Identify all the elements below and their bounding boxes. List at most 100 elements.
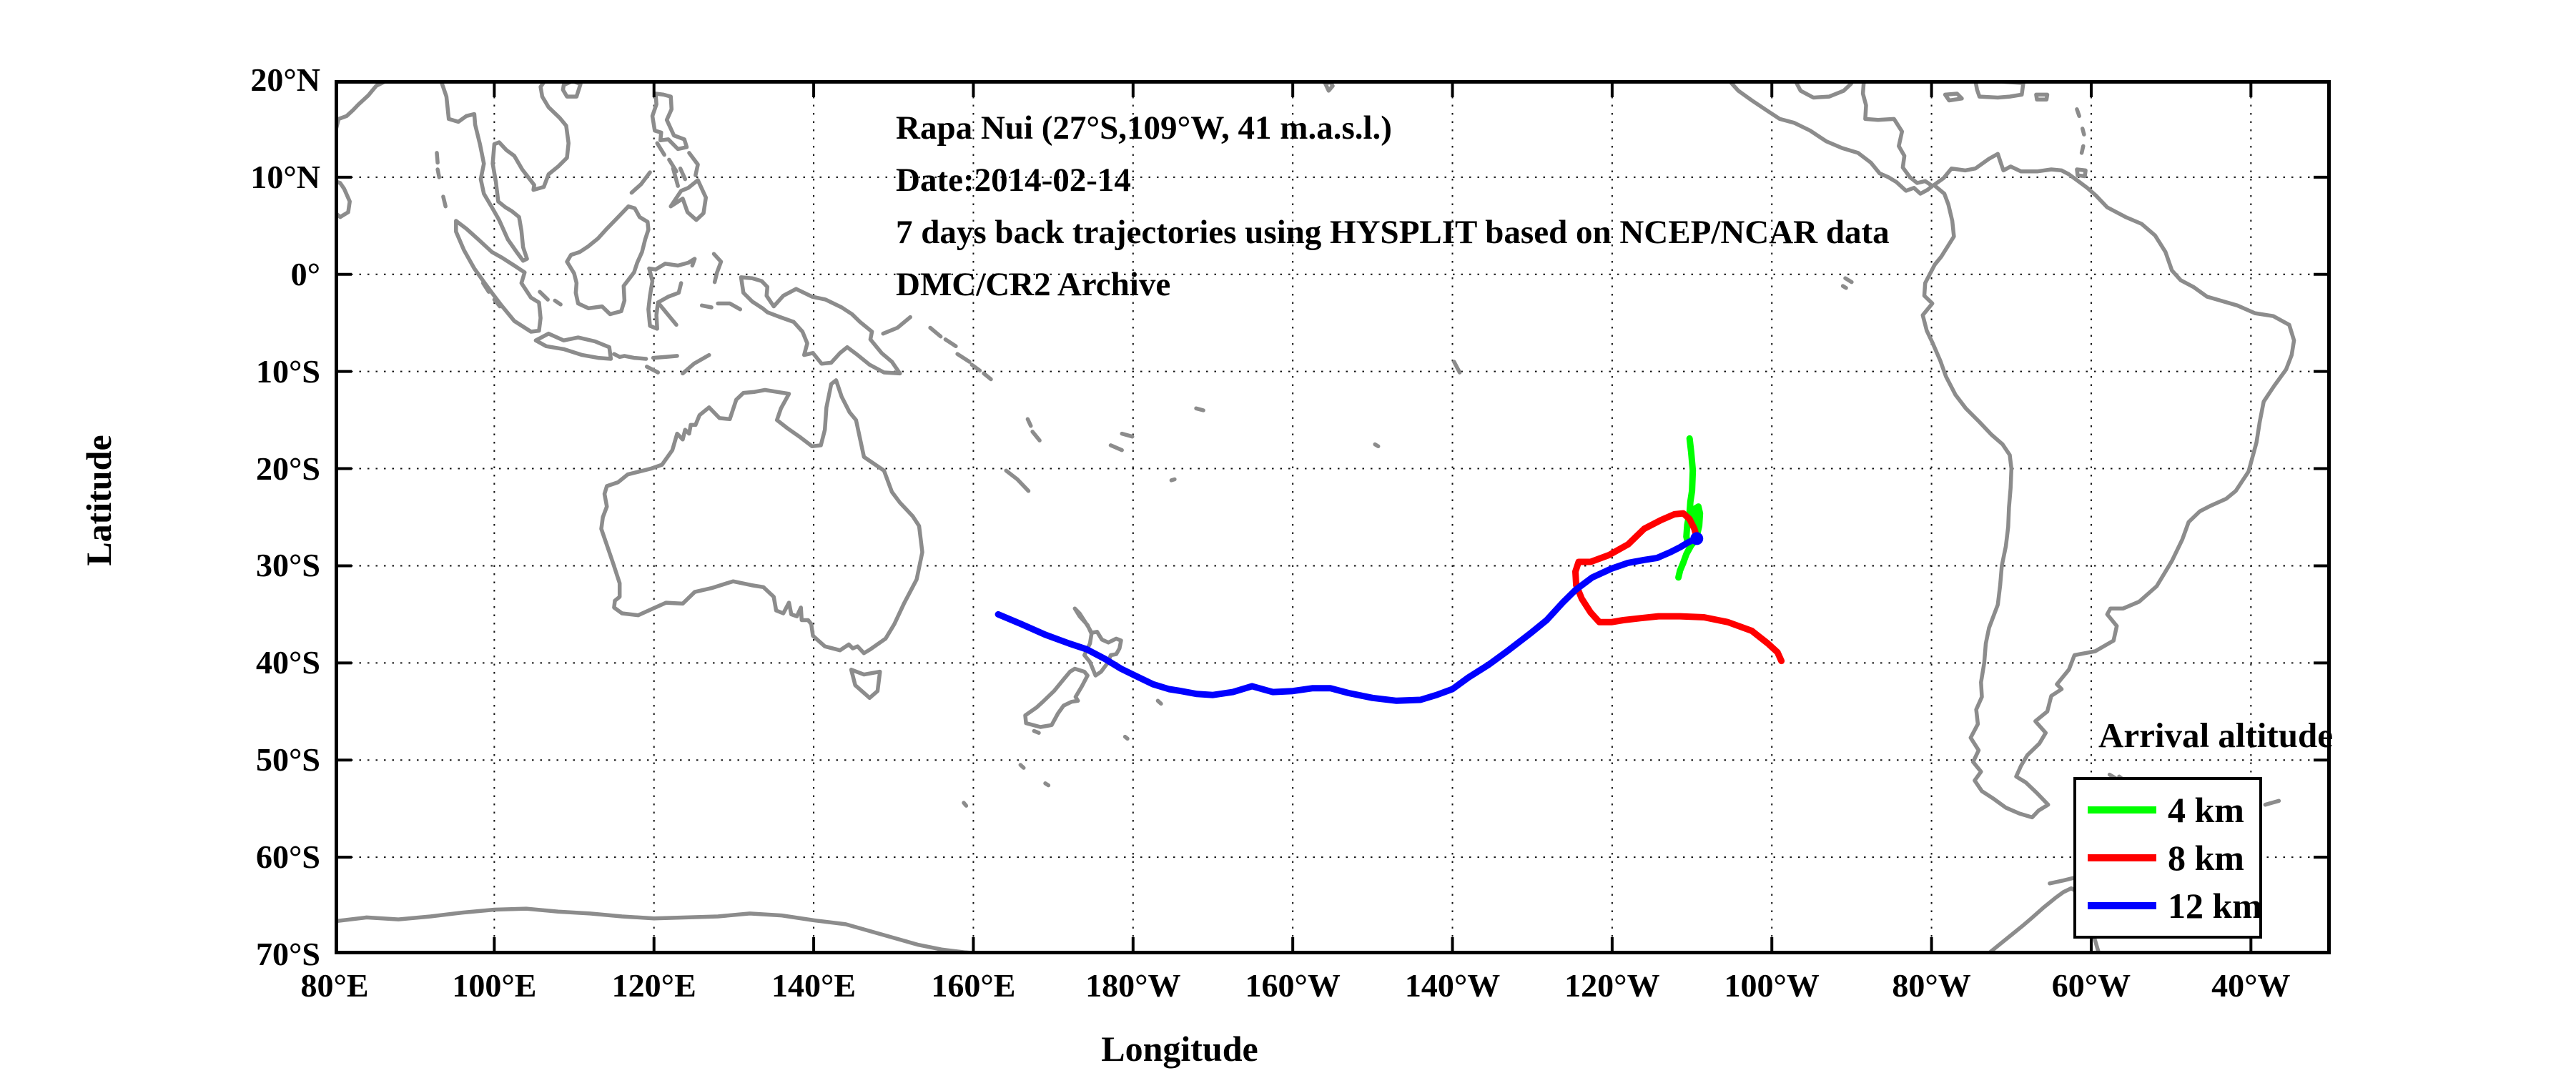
x-tick-label: 180°W <box>1085 967 1181 1004</box>
trajectory-4km <box>1675 435 1704 581</box>
coastline-bali-lombok <box>612 352 648 361</box>
coastline-india-east-coast <box>335 80 392 155</box>
legend-line-sample <box>2088 806 2156 814</box>
coastline-south-georgia <box>2263 798 2281 807</box>
coastline-lesser-antilles-3 <box>2079 144 2086 155</box>
axis-ticks <box>335 80 2331 954</box>
coastline-new-britain <box>881 315 912 336</box>
coastline-solomons-1 <box>943 337 958 349</box>
trajectory-12km <box>995 535 1700 704</box>
coastline-flores <box>651 354 679 360</box>
coastline-australia <box>599 378 924 656</box>
coastline-jamaica <box>1943 92 1964 103</box>
y-tick-label: 20°S <box>256 450 320 487</box>
coastline-vanuatu-2 <box>1030 430 1042 442</box>
coastline-andaman-1 <box>435 151 440 165</box>
x-tick-label: 140°W <box>1404 967 1501 1004</box>
coastline-sulawesi-se-arm <box>656 300 678 327</box>
coastlines <box>335 80 2296 954</box>
legend-item-8km: 8 km <box>2088 840 2259 876</box>
legend-box: 4 km 8 km 12 km <box>2073 777 2262 939</box>
coastline-mentawai-2 <box>492 297 502 309</box>
legend-item-label: 8 km <box>2168 837 2244 878</box>
grid-lines <box>335 80 2331 954</box>
coastline-sri-lanka <box>335 179 352 219</box>
coastline-lesser-antilles-2 <box>2080 127 2086 137</box>
coastline-belitung <box>553 298 563 307</box>
coastline-tasmania <box>849 668 882 701</box>
coastline-andaman-2 <box>435 167 442 179</box>
x-tick-label: 100°W <box>1724 967 1820 1004</box>
coastline-mindoro <box>655 141 666 157</box>
x-tick-label: 140°E <box>771 967 857 1004</box>
title-line-site: Rapa Nui (27°S,109°W, 41 m.a.s.l.) <box>896 109 1392 147</box>
y-tick-label: 40°S <box>256 644 320 681</box>
y-tick-label: 60°S <box>256 839 320 876</box>
coastline-nz-south-island <box>1023 666 1090 729</box>
arrival-point-marker <box>1690 532 1704 545</box>
x-tick-label: 60°W <box>2051 967 2131 1004</box>
coastline-solomons-3 <box>969 362 982 373</box>
y-axis-label: Latitude <box>79 435 119 566</box>
legend-line-sample <box>2088 854 2156 861</box>
coastline-sulawesi-n-arm <box>647 257 697 272</box>
coastline-makira <box>982 371 993 382</box>
coastline-south-shetland-islands <box>2048 875 2078 886</box>
coastline-mentawai-1 <box>480 281 491 294</box>
coastline-sumatra <box>454 219 543 334</box>
coastline-galapagos-2 <box>1840 284 1848 290</box>
coastline-gulf-of-mexico-coast <box>1792 80 1855 100</box>
coastline-bangka <box>538 290 550 302</box>
coastline-chatham-island <box>1155 698 1163 706</box>
legend-title: Arrival altitude <box>2098 716 2333 755</box>
title-line-date: Date:2014-02-14 <box>896 162 1131 199</box>
x-tick-label: 120°E <box>611 967 696 1004</box>
y-tick-label: 10°N <box>250 158 320 195</box>
trajectories <box>995 435 1785 704</box>
y-tick-label: 10°S <box>256 352 320 390</box>
x-tick-label: 160°E <box>931 967 1016 1004</box>
coastline-seram <box>716 301 743 312</box>
coastline-solomons-2 <box>955 352 972 364</box>
coastline-samar-leyte <box>687 151 700 177</box>
coastline-buru <box>699 303 714 310</box>
x-tick-label: 100°E <box>452 967 537 1004</box>
coastline-lesser-antilles-1 <box>2075 107 2081 119</box>
coastline-macquarie-island <box>962 801 969 808</box>
coastline-borneo <box>565 204 651 317</box>
coastline-java <box>533 331 613 361</box>
coastline-sulawesi-body <box>646 266 661 331</box>
x-tick-label: 160°W <box>1245 967 1341 1004</box>
coastline-negros <box>671 166 680 188</box>
plot-frame <box>335 80 2331 954</box>
coastline-bounty-islands <box>1122 734 1130 741</box>
y-tick-label: 30°S <box>256 547 320 584</box>
coastline-halmahera <box>711 252 724 285</box>
coastline-sumba <box>644 365 661 375</box>
coastline-samoa <box>1194 406 1205 412</box>
coastline-se-asia-mainland <box>438 80 571 263</box>
coastline-timor <box>681 352 711 376</box>
title-line-archive: DMC/CR2 Archive <box>896 266 1171 303</box>
x-tick-label: 80°W <box>1892 967 1971 1004</box>
x-tick-label: 120°W <box>1564 967 1660 1004</box>
coastline-new-caledonia <box>1004 468 1031 493</box>
coastline-nz-north-island <box>1072 606 1123 678</box>
y-tick-label: 0° <box>290 255 320 292</box>
legend-line-sample <box>2088 902 2156 910</box>
coastline-sulawesi-e-arm <box>656 281 684 305</box>
title-block: Rapa Nui (27°S,109°W, 41 m.a.s.l.) Date:… <box>896 102 1890 311</box>
coastline-cebu <box>678 166 688 182</box>
coastline-tahiti <box>1373 442 1381 449</box>
coastline-marquesas <box>1452 360 1462 375</box>
coastline-auckland-islands <box>1018 763 1026 770</box>
coastline-bougainville <box>928 325 943 339</box>
coastline-palawan <box>629 170 652 195</box>
y-tick-label: 50°S <box>256 741 320 778</box>
coastline-central-america <box>1727 80 1935 196</box>
coastline-trinidad <box>2075 167 2088 179</box>
legend-item-4km: 4 km <box>2088 792 2259 828</box>
y-tick-label: 70°S <box>256 936 320 972</box>
title-line-method: 7 days back trajectories using HYSPLIT b… <box>896 214 1890 251</box>
